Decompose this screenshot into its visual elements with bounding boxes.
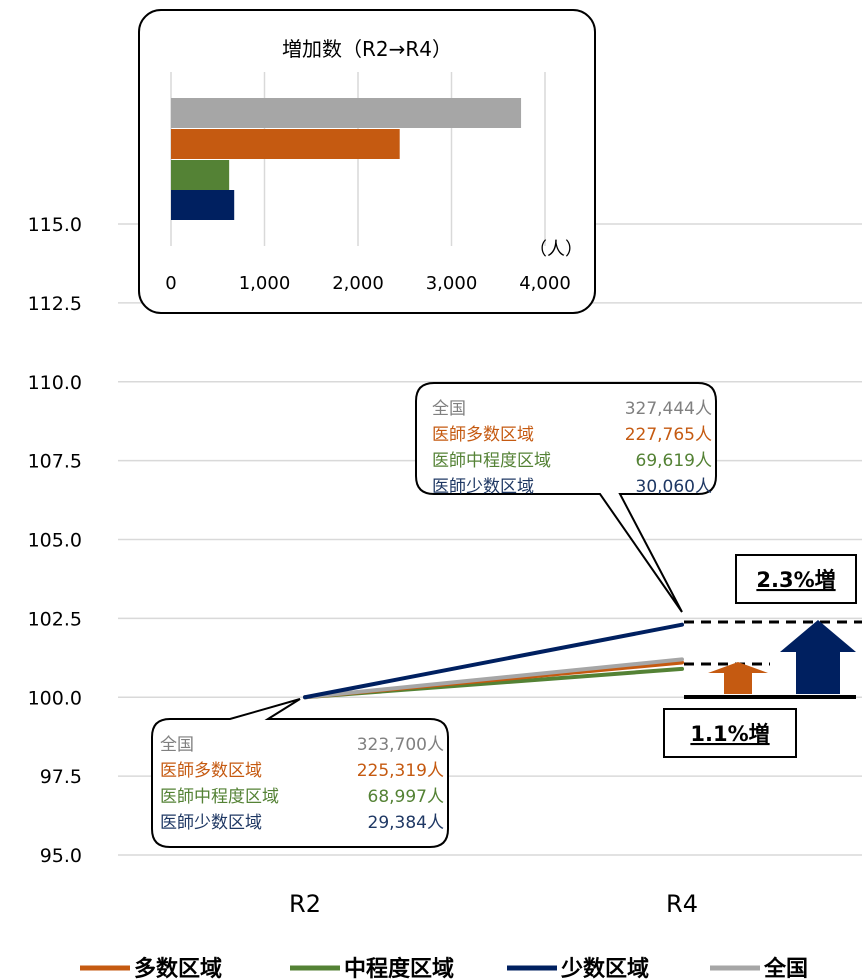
legend-item: 多数区域 xyxy=(80,956,222,980)
label-box-low xyxy=(663,708,797,758)
label-box-high xyxy=(735,554,857,604)
legend-label: 全国 xyxy=(763,956,808,980)
increase-low-label: 1.1%増 xyxy=(690,722,769,746)
legend-label: 多数区域 xyxy=(134,956,222,980)
y-tick-label: 107.5 xyxy=(28,451,82,473)
inset-x-tick-labels: 0 1,000 2,000 3,000 4,000 xyxy=(165,273,570,294)
increase-high-label: 2.3%増 xyxy=(756,568,835,592)
callout-row-label: 全国 xyxy=(432,399,466,419)
inset-bars xyxy=(171,98,522,220)
callout-row-value: 69,619人 xyxy=(636,451,712,471)
growth-markers: 2.3%増 1.1%増 xyxy=(663,554,862,758)
inset-x-tick: 2,000 xyxy=(332,273,384,294)
series-line-3 xyxy=(303,622,684,700)
callout-row-label: 医師少数区域 xyxy=(160,813,262,833)
legend-label: 少数区域 xyxy=(560,956,649,980)
series-lines xyxy=(303,622,684,700)
y-tick-label: 110.0 xyxy=(28,372,82,394)
y-axis-tick-labels: 95.0 97.5 100.0 102.5 105.0 107.5 110.0 112.5 11… xyxy=(28,214,82,867)
legend-item: 中程度区域 xyxy=(290,956,454,980)
inset-x-tick: 0 xyxy=(165,273,176,294)
callout-row-value: 323,700人 xyxy=(357,735,444,755)
callout-r2-bubble xyxy=(151,698,449,848)
legend-label: 中程度区域 xyxy=(344,956,454,980)
legend-item: 少数区域 xyxy=(507,956,649,980)
x-axis-tick-labels: R2 R4 xyxy=(289,890,698,918)
navy-arrow xyxy=(780,620,856,694)
callout-row-value: 327,444人 xyxy=(625,399,712,419)
callout-row-label: 医師中程度区域 xyxy=(432,451,551,471)
callout-r4-bubble xyxy=(415,382,717,613)
y-tick-label: 100.0 xyxy=(28,687,82,709)
callout-row-label: 医師多数区域 xyxy=(160,761,262,781)
x-tick-label: R2 xyxy=(289,890,321,918)
inset-background xyxy=(138,9,596,314)
callout-row-value: 30,060人 xyxy=(636,477,712,497)
inset-bar xyxy=(171,190,235,220)
inset-bar xyxy=(171,98,522,128)
series-line-4 xyxy=(303,657,684,700)
inset-x-tick: 1,000 xyxy=(239,273,291,294)
legend: 多数区域 中程度区域 少数区域 全国 xyxy=(80,956,808,980)
legend-item: 全国 xyxy=(710,956,808,980)
orange-arrow xyxy=(708,662,768,694)
y-tick-label: 112.5 xyxy=(28,293,82,315)
callout-row-label: 医師中程度区域 xyxy=(160,787,279,807)
inset-x-tick: 4,000 xyxy=(519,273,571,294)
inset-bar-chart: 増加数（R2→R4） 0 1,000 2,000 3,000 4,000 （人） xyxy=(138,9,596,314)
callout-row-label: 医師多数区域 xyxy=(432,425,534,445)
y-tick-label: 95.0 xyxy=(40,845,82,867)
inset-title: 増加数（R2→R4） xyxy=(282,37,452,61)
y-tick-label: 105.0 xyxy=(28,530,82,552)
inset-x-tick: 3,000 xyxy=(426,273,478,294)
y-tick-label: 115.0 xyxy=(28,214,82,236)
y-tick-label: 97.5 xyxy=(40,766,82,788)
inset-bar xyxy=(171,160,230,190)
callout-row-value: 29,384人 xyxy=(368,813,444,833)
callout-row-value: 227,765人 xyxy=(625,425,712,445)
callout-row-label: 医師少数区域 xyxy=(432,477,534,497)
y-tick-label: 102.5 xyxy=(28,608,82,630)
inset-bar xyxy=(171,129,400,159)
callout-row-label: 全国 xyxy=(160,735,194,755)
callout-row-value: 225,319人 xyxy=(357,761,444,781)
x-tick-label: R4 xyxy=(666,890,698,918)
inset-unit-label: （人） xyxy=(529,239,583,260)
callout-row-value: 68,997人 xyxy=(368,787,444,807)
